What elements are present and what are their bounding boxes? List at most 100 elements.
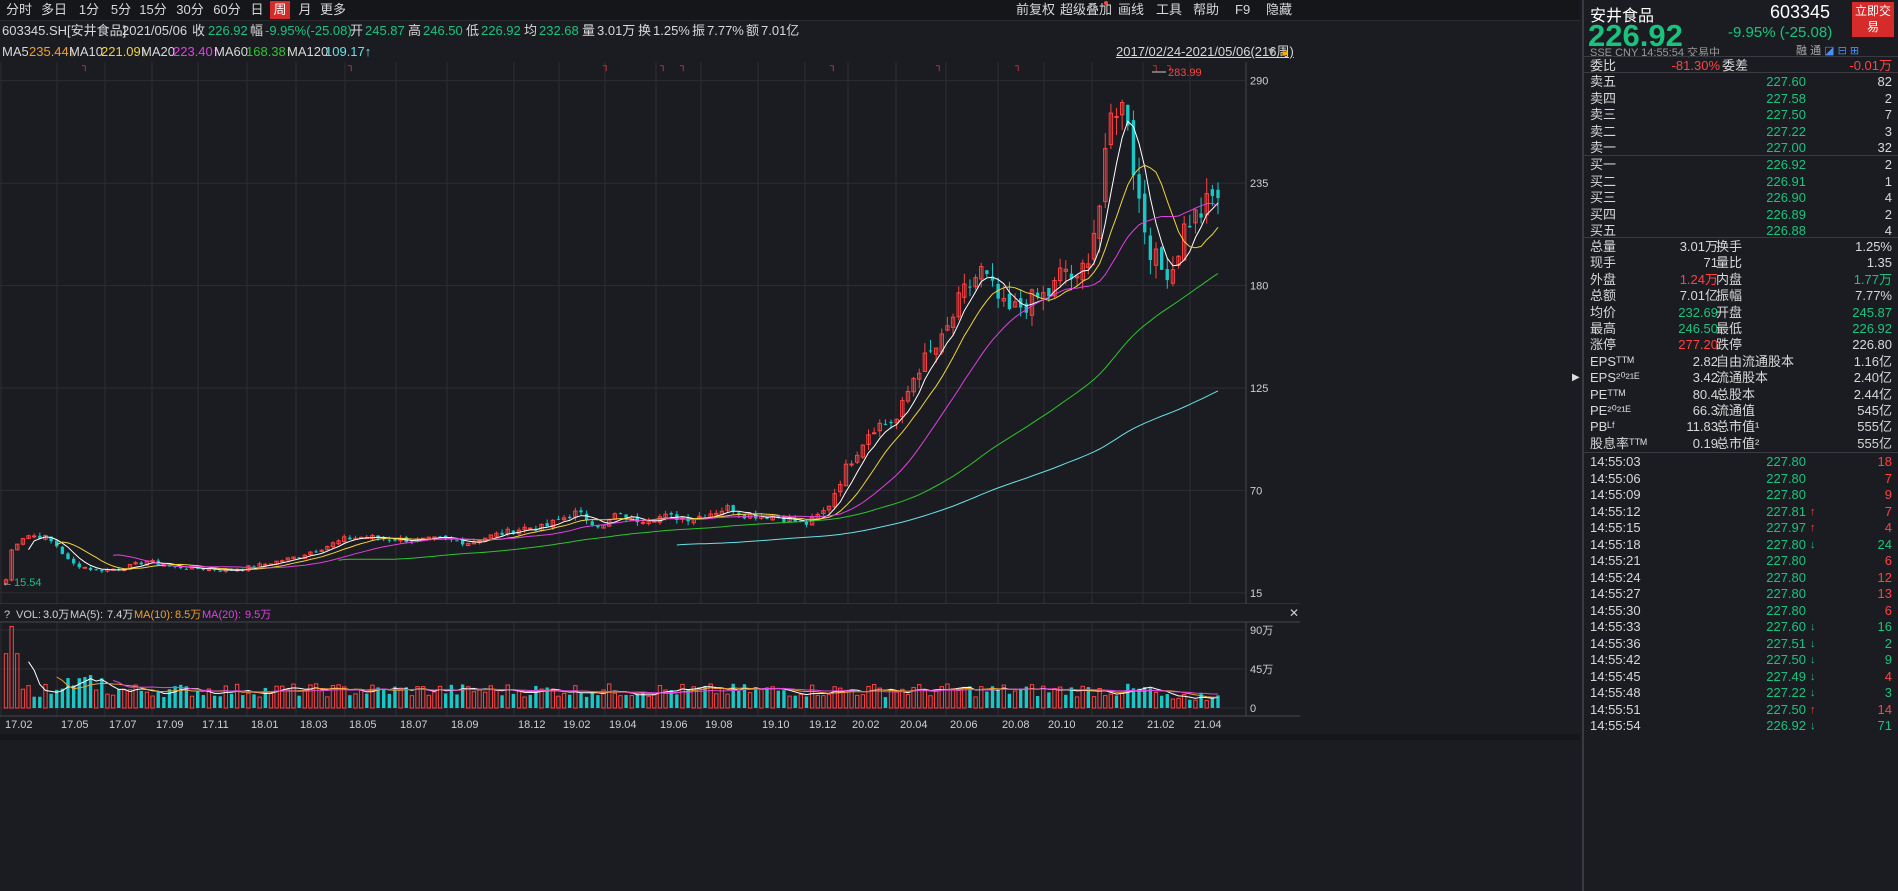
volume-bar [1131,688,1136,708]
stat-value-2: 555亿 [1857,419,1892,435]
lock-icon[interactable]: 🔒︎ [1282,46,1288,58]
toolbar-item-2[interactable]: 画线 [1118,2,1145,17]
candle-body [996,283,1000,299]
candle-body [669,513,673,515]
volume-bar [590,692,594,708]
transfer-icon[interactable]: 融 [1796,45,1807,57]
ma10-label: MA10 [69,44,103,59]
toolbar-item-3[interactable]: 工具 [1156,2,1183,17]
candle-body [184,568,189,570]
candle-body [348,537,352,540]
stat-value-2: 2.40亿 [1853,370,1892,386]
candle-body [826,505,832,511]
tick-price: 227.60 [1766,619,1806,634]
volume-bar [494,689,499,709]
candle-body [426,536,431,539]
candle-body [528,527,533,530]
volume-bar [471,691,477,709]
volume-bar [776,690,780,708]
period-tab-8[interactable]: 周 [270,1,290,19]
bid-row: 买二 226.91 1 [1590,172,1894,192]
volume-bar [94,689,99,709]
volume-bar [534,685,538,708]
volume-bar [747,692,753,709]
period-tab-0[interactable]: 分时 [5,2,32,17]
stat-value-2: 545亿 [1857,403,1892,418]
connect-icon[interactable]: 通 [1810,45,1822,57]
volume-bar [545,687,549,708]
volume-bar [1086,687,1091,708]
candle-body [291,556,296,560]
tick-row: 14:55:18 227.80 ↓ 24 [1590,535,1894,555]
candle-body [330,542,336,548]
tick-price: 227.81 [1766,503,1806,519]
toolbar-item-5[interactable]: F9 [1235,2,1251,17]
candle-body [979,265,984,280]
period-tab-5[interactable]: 30分 [176,2,204,17]
volume-bar [1052,687,1057,709]
period-tab-10[interactable]: 更多 [320,2,347,17]
candle-body [1086,263,1091,268]
volume-bar [409,695,415,709]
amt-value: 7.01亿 [761,23,800,38]
volume-bar [618,695,623,709]
toolbar-item-1[interactable]: 超级叠加 [1060,2,1113,17]
period-tab-3[interactable]: 5分 [110,2,132,17]
candle-body [127,563,133,570]
volume-bar [184,686,189,708]
period-tab-6[interactable]: 60分 [213,2,241,17]
x-tick-label: 20.06 [950,719,978,731]
candle-body [1114,115,1119,118]
ask-qty: 2 [1884,90,1892,106]
volume-bar [100,678,104,708]
candle-body [1103,148,1108,203]
period-tab-2[interactable]: 1分 [78,2,100,17]
stat-label-2: 总市值¹ [1716,419,1760,435]
volume-bar [1097,687,1102,709]
stat-label: 股息率ᵀᵀᴹ [1590,435,1647,451]
tick-price: 227.80 [1766,470,1806,486]
candle-body [144,560,150,566]
volume-bar [1137,688,1141,708]
committee-ratio-label: 委比 [1590,58,1617,73]
toolbar-item-0[interactable]: 前复权 [1016,2,1056,17]
candle-body [460,540,465,545]
minus-icon[interactable]: ⊟ [1837,45,1847,57]
plus-icon[interactable]: ⊞ [1849,45,1860,57]
stock-code-name: 603345.SH[安井食品] [2,23,127,38]
period-tab-7[interactable]: 日 [250,2,264,17]
panel-icons[interactable]: 融 通 ◪ ⊟ ⊞ [1796,42,1859,58]
toolbar-item-6[interactable]: 隐藏 [1266,2,1293,17]
stat-value: 66.3 [1692,403,1718,418]
trade-now-button[interactable]: 立即交易 [1852,2,1894,37]
kline-chart[interactable]: 290 235 180 125 70 15 283.99 15.54← ┐ ┐ ┐ ┐ ┐ ┐ ┐ ┐ ┐ ┐? V… [0,62,1580,890]
ask-price: 227.58 [1766,90,1806,106]
volume-bar [49,693,53,708]
period-tab-1[interactable]: 多日 [40,2,67,17]
candle-body [1097,205,1102,239]
volume-bar [917,684,922,709]
candle-body [646,520,651,524]
high-price-label: 283.99 [1168,67,1202,79]
stat-value-2: 1.16亿 [1853,353,1892,369]
candle-body [285,557,291,561]
expand-arrow-icon[interactable]: ▶ [1572,372,1580,383]
stat-value: 3.01万 [1679,239,1718,254]
period-tab-4[interactable]: 15分 [139,2,167,17]
volume-bar [787,695,792,709]
volume-bar [308,684,313,709]
volume-bar [968,686,972,708]
volume-bar [1108,693,1114,709]
x-tick-label: 18.03 [300,719,328,731]
date-range[interactable]: 2017/02/24-2021/05/06(216周) [1116,44,1294,59]
period-tab-9[interactable]: 月 [298,2,312,17]
tick-time: 14:55:24 [1590,569,1641,585]
volume-bar [1019,688,1023,708]
candle-body [1131,120,1136,176]
candle-body [877,422,882,432]
toolbar-item-4[interactable]: 帮助 [1193,2,1220,17]
ma120-line [676,390,1219,546]
edit-icon[interactable]: ◪ [1824,45,1835,57]
range-dropdown-icon[interactable]: ▼ [1266,46,1277,58]
volume-bar [302,690,307,709]
